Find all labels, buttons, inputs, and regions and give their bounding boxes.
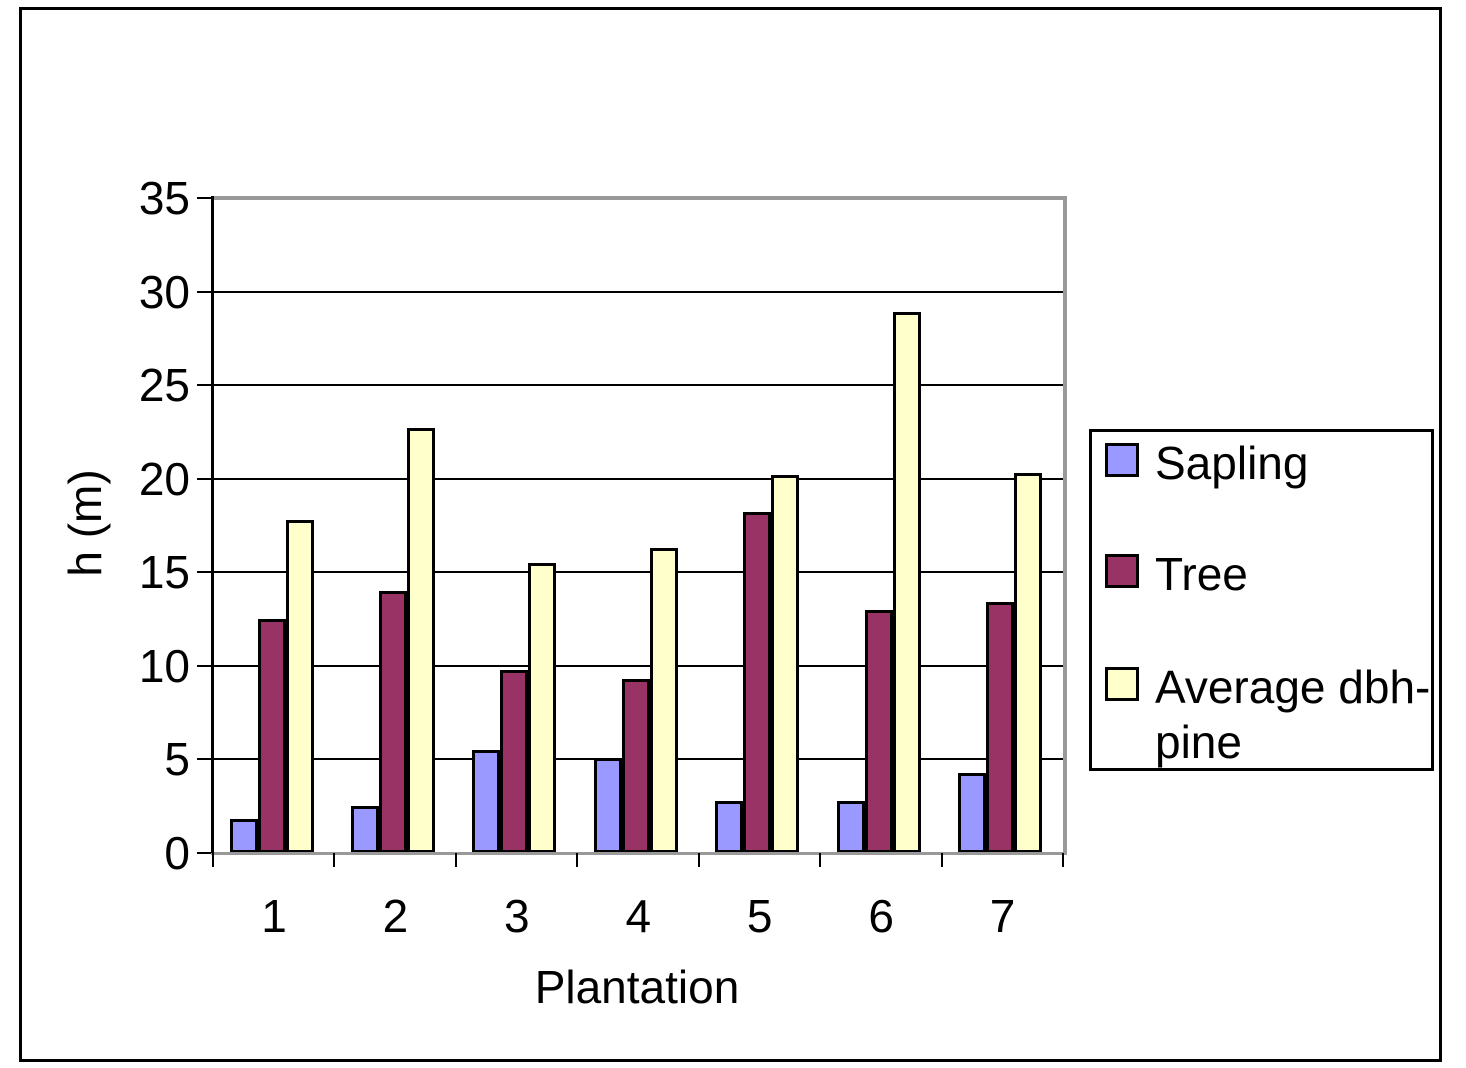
- y-tick-label-20: 20: [138, 452, 190, 505]
- y-tick-label-25: 25: [138, 359, 190, 412]
- y-tick-label-5: 5: [164, 733, 190, 786]
- legend-label-sapling: Sapling: [1155, 437, 1309, 489]
- bar-sapling-plantation-7: [958, 772, 987, 853]
- bar-average-dbh-pine-plantation-4: [649, 547, 678, 853]
- x-axis-tick-1: [333, 853, 336, 867]
- y-axis-tick-5: [197, 758, 211, 761]
- x-tick-label-1: 1: [261, 890, 287, 942]
- legend-swatch-sapling: [1105, 443, 1139, 477]
- legend-label-average-dbh-pine: Average dbh-pine: [1155, 661, 1431, 768]
- y-axis-tick-25: [197, 384, 211, 387]
- gridline-y-10: [213, 664, 1063, 667]
- y-tick-label-0: 0: [164, 827, 190, 879]
- x-axis-tick-2: [454, 853, 457, 867]
- bar-sapling-plantation-1: [229, 819, 258, 853]
- gridline-y-25: [213, 384, 1063, 387]
- y-tick-label-30: 30: [138, 265, 190, 318]
- x-tick-label-2: 2: [382, 890, 409, 942]
- x-tick-label-5: 5: [746, 890, 773, 942]
- y-tick-label-15: 15: [138, 546, 190, 599]
- x-axis-tick-7: [1062, 853, 1064, 867]
- y-axis-tick-20: [197, 477, 211, 480]
- y-axis-tick-15: [197, 571, 211, 574]
- bar-tree-plantation-2: [378, 591, 407, 853]
- x-tick-label-4: 4: [625, 890, 652, 942]
- x-axis-tick-6: [940, 853, 943, 867]
- legend-item-average-dbh-pine: Average dbh-pine: [1105, 660, 1435, 770]
- legend-swatch-average-dbh-pine: [1105, 667, 1139, 701]
- y-axis-line: [211, 196, 214, 853]
- gridline-y-15: [213, 571, 1063, 574]
- bar-sapling-plantation-2: [350, 806, 379, 853]
- bar-average-dbh-pine-plantation-3: [528, 562, 557, 853]
- bar-tree-plantation-4: [621, 678, 650, 853]
- y-axis-tick-0: [197, 852, 211, 854]
- gridline-y-30: [213, 290, 1063, 293]
- y-tick-label-10: 10: [138, 639, 190, 692]
- bar-average-dbh-pine-plantation-1: [285, 519, 314, 853]
- x-axis-tick-3: [576, 853, 579, 867]
- bar-average-dbh-pine-plantation-2: [406, 428, 435, 853]
- legend-item-sapling: Sapling: [1105, 436, 1435, 491]
- plot-border-right: [1063, 196, 1067, 855]
- plot-border-top: [211, 196, 1067, 200]
- x-axis-tick-4: [697, 853, 700, 867]
- y-axis-tick-35: [197, 197, 211, 199]
- y-axis-tick-10: [197, 664, 211, 667]
- gridline-y-20: [213, 477, 1063, 480]
- bar-tree-plantation-5: [743, 512, 772, 853]
- x-axis-line: [211, 852, 1067, 855]
- x-tick-label-3: 3: [504, 890, 530, 942]
- legend-label-tree: Tree: [1155, 548, 1248, 600]
- bar-tree-plantation-3: [500, 669, 529, 853]
- legend: Sapling Tree Average dbh-pine: [1089, 429, 1434, 771]
- bar-tree-plantation-1: [257, 619, 286, 853]
- y-axis-tick-30: [197, 290, 211, 293]
- legend-item-tree: Tree: [1105, 547, 1435, 602]
- bar-sapling-plantation-5: [715, 800, 744, 853]
- y-tick-label-35: 35: [138, 172, 190, 224]
- x-axis-tick-0: [212, 853, 214, 867]
- bar-tree-plantation-7: [986, 602, 1015, 853]
- x-axis-title: Plantation: [534, 961, 740, 1013]
- x-tick-label-6: 6: [868, 890, 894, 942]
- bar-sapling-plantation-6: [836, 800, 865, 853]
- chart-outer-border: [19, 7, 1442, 1062]
- bar-average-dbh-pine-plantation-7: [1014, 473, 1043, 853]
- bar-average-dbh-pine-plantation-5: [771, 474, 800, 853]
- x-tick-label-7: 7: [989, 890, 1016, 942]
- x-axis-tick-5: [819, 853, 822, 867]
- bar-sapling-plantation-3: [472, 750, 501, 853]
- bar-average-dbh-pine-plantation-6: [892, 312, 921, 853]
- legend-swatch-tree: [1105, 554, 1139, 588]
- bar-tree-plantation-6: [864, 609, 893, 853]
- bar-sapling-plantation-4: [593, 757, 622, 853]
